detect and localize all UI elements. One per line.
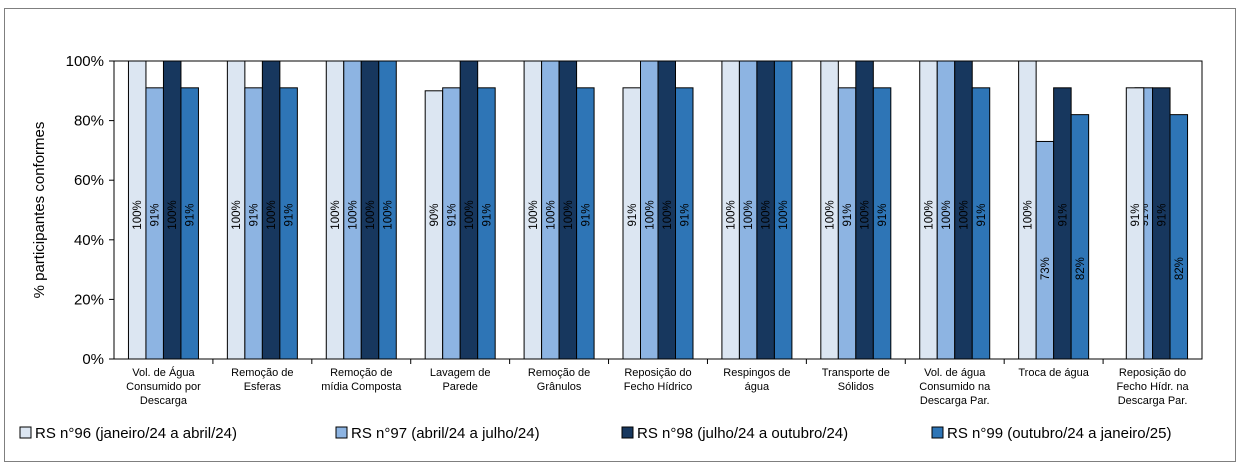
data-label: 100% <box>778 200 790 229</box>
data-label: 91% <box>481 203 493 226</box>
legend-swatch <box>335 426 348 439</box>
bar <box>576 87 595 360</box>
category-label: Consumido na <box>919 381 991 393</box>
data-label: 82% <box>1174 257 1186 280</box>
category-label: Transporte de <box>822 367 890 379</box>
data-label: 100% <box>545 200 557 229</box>
bar <box>675 87 694 360</box>
y-axis-label: % participantes conformes <box>31 122 48 299</box>
data-label: 91% <box>679 203 691 226</box>
legend-label: RS n°96 (janeiro/24 a abril/24) <box>35 425 237 442</box>
y-tick-label: 60% <box>74 172 104 189</box>
bar <box>279 87 298 360</box>
category-label: Fecho Hídrico <box>624 381 692 393</box>
data-label: 100% <box>1022 200 1034 229</box>
category-label: Grânulos <box>537 381 582 393</box>
data-label: 91% <box>446 203 458 226</box>
data-label: 100% <box>644 200 656 229</box>
data-label: 91% <box>976 203 988 226</box>
data-label: 91% <box>249 203 261 226</box>
category-label: Descarga Par. <box>1118 395 1188 407</box>
bar <box>1035 140 1055 360</box>
legend-label: RS n°99 (outubro/24 a janeiro/25) <box>947 425 1171 442</box>
data-label: 100% <box>761 200 773 229</box>
data-label: 100% <box>743 200 755 229</box>
data-label: 100% <box>348 200 360 229</box>
category-label: Reposição do <box>624 367 691 379</box>
data-label: 91% <box>284 203 296 226</box>
data-label: 73% <box>1040 257 1052 280</box>
bar <box>971 87 991 360</box>
data-label: 91% <box>185 203 197 226</box>
data-label: 91% <box>627 203 639 226</box>
data-label: 82% <box>1075 257 1087 280</box>
category-label: Descarga Par. <box>920 395 990 407</box>
category-label: Esferas <box>244 381 282 393</box>
legend-label: RS n°97 (abril/24 a julho/24) <box>351 425 540 442</box>
data-label: 100% <box>383 200 395 229</box>
data-label: 91% <box>877 203 889 226</box>
data-label: 91% <box>580 203 592 226</box>
y-tick-label: 0% <box>82 351 104 368</box>
data-label: 100% <box>563 200 575 229</box>
bar <box>180 87 199 360</box>
category-label: Remoção de <box>528 367 590 379</box>
y-tick-label: 80% <box>74 113 104 130</box>
y-tick-label: 40% <box>74 232 104 249</box>
category-label: Reposição do <box>1119 367 1186 379</box>
bar <box>378 60 397 360</box>
category-label: Troca de água <box>1018 367 1089 379</box>
bar <box>477 87 496 360</box>
bar <box>872 87 892 360</box>
data-label: 91% <box>1156 203 1168 226</box>
category-label: Fecho Hídr. na <box>1116 381 1189 393</box>
category-label: Vol. de água <box>924 367 986 379</box>
category-label: Descarga <box>140 395 188 407</box>
data-label: 91% <box>842 203 854 226</box>
data-label: 100% <box>860 200 872 229</box>
bar <box>1125 87 1145 360</box>
legend-swatch <box>621 426 634 439</box>
data-label: 91% <box>150 203 162 226</box>
bar <box>773 60 793 360</box>
bar <box>1169 114 1189 360</box>
category-label: Consumido por <box>126 381 201 393</box>
category-label: mídia Composta <box>321 381 402 393</box>
category-label: Sólidos <box>838 381 875 393</box>
category-label: Remoção de <box>231 367 293 379</box>
category-label: Vol. de Água <box>132 366 195 379</box>
category-label: Respingos de <box>723 367 790 379</box>
data-label: 90% <box>429 203 441 226</box>
legend-swatch <box>931 426 944 439</box>
y-tick-label: 20% <box>74 291 104 308</box>
data-label: 100% <box>958 200 970 229</box>
bar <box>1070 114 1090 360</box>
data-label: 100% <box>726 200 738 229</box>
data-label: 100% <box>167 200 179 229</box>
data-label: 100% <box>464 200 476 229</box>
legend-label: RS n°98 (julho/24 a outubro/24) <box>637 425 848 442</box>
data-label: 100% <box>662 200 674 229</box>
data-label: 91% <box>1130 203 1142 226</box>
data-label: 100% <box>528 200 540 229</box>
data-label: 91% <box>1057 203 1069 226</box>
data-label: 100% <box>365 200 377 229</box>
data-label: 100% <box>330 200 342 229</box>
data-label: 100% <box>132 200 144 229</box>
data-label: 100% <box>923 200 935 229</box>
data-label: 100% <box>231 200 243 229</box>
category-label: água <box>745 381 770 393</box>
data-label: 100% <box>825 200 837 229</box>
y-tick-label: 100% <box>66 53 104 70</box>
category-label: Parede <box>442 381 477 393</box>
data-label: 100% <box>941 200 953 229</box>
legend-swatch <box>19 426 32 439</box>
category-label: Remoção de <box>330 367 392 379</box>
data-label: 100% <box>266 200 278 229</box>
category-label: Lavagem de <box>430 367 491 379</box>
